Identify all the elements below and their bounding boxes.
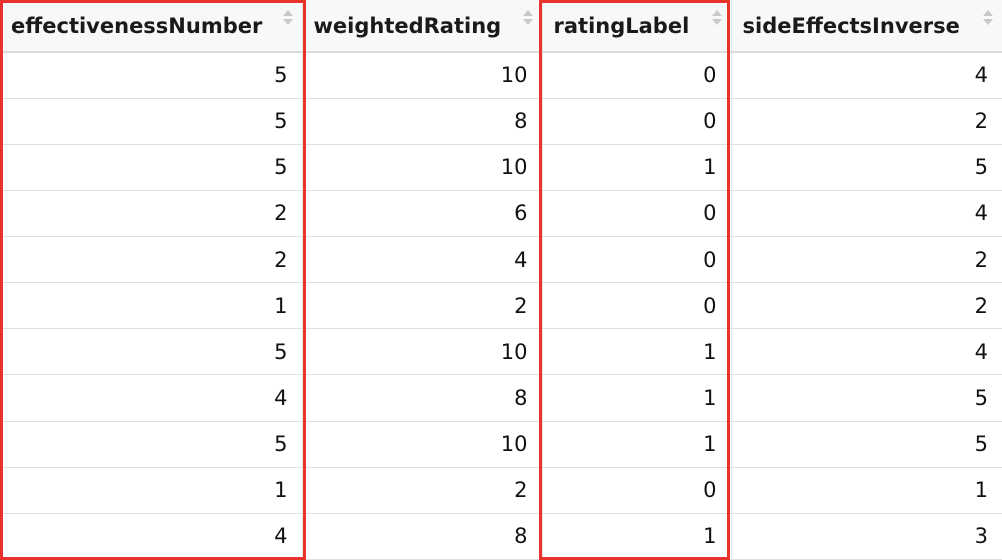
cell-effectivenessNumber: 2 <box>0 236 303 284</box>
column-header-label: sideEffectsInverse <box>742 14 960 38</box>
cell-ratingLabel: 0 <box>542 282 732 330</box>
cell-sideEffectsInverse: 5 <box>731 374 1002 422</box>
cell-ratingLabel: 0 <box>542 467 732 514</box>
table-header: effectivenessNumber weightedRating ratingL… <box>0 0 1002 53</box>
cell-weightedRating: 8 <box>302 98 543 145</box>
table-row: 5 10 1 5 <box>0 144 1002 191</box>
cell-weightedRating: 10 <box>302 52 543 99</box>
cell-ratingLabel: 0 <box>542 98 732 145</box>
table-row: 5 10 1 5 <box>0 421 1002 468</box>
cell-effectivenessNumber: 5 <box>0 421 303 468</box>
table-row: 5 10 0 4 <box>0 52 1002 99</box>
cell-sideEffectsInverse: 5 <box>731 144 1002 191</box>
cell-ratingLabel: 0 <box>542 236 732 284</box>
cell-weightedRating: 8 <box>302 374 543 422</box>
cell-sideEffectsInverse: 2 <box>731 282 1002 330</box>
cell-ratingLabel: 1 <box>542 144 732 191</box>
table-body: 5 10 0 4 5 8 0 2 5 10 1 5 2 6 0 4 2 4 0 2 1 2 0 2 5 10 1 4 4 8 1 5 5 10 1 5… <box>0 52 1002 560</box>
cell-weightedRating: 8 <box>302 513 543 560</box>
sort-arrows-icon[interactable] <box>983 10 993 26</box>
cell-sideEffectsInverse: 4 <box>731 52 1002 99</box>
cell-weightedRating: 2 <box>302 282 543 330</box>
cell-effectivenessNumber: 5 <box>0 52 303 99</box>
cell-weightedRating: 4 <box>302 236 543 284</box>
cell-effectivenessNumber: 5 <box>0 328 303 376</box>
sort-arrows-icon[interactable] <box>522 10 533 26</box>
cell-sideEffectsInverse: 2 <box>731 98 1002 145</box>
cell-sideEffectsInverse: 2 <box>731 236 1002 284</box>
sort-arrows-icon[interactable] <box>282 10 293 26</box>
cell-effectivenessNumber: 1 <box>0 467 303 514</box>
cell-effectivenessNumber: 4 <box>0 374 303 422</box>
column-header-effectivenessNumber[interactable]: effectivenessNumber <box>0 0 303 53</box>
cell-ratingLabel: 1 <box>542 513 732 560</box>
cell-weightedRating: 10 <box>302 328 543 376</box>
column-header-label: weightedRating <box>313 14 502 38</box>
cell-weightedRating: 2 <box>302 467 543 514</box>
cell-ratingLabel: 1 <box>542 328 732 376</box>
table-row: 5 10 1 4 <box>0 328 1002 376</box>
cell-effectivenessNumber: 5 <box>0 144 303 191</box>
sort-arrows-icon[interactable] <box>711 10 722 26</box>
cell-sideEffectsInverse: 1 <box>731 467 1002 514</box>
column-header-weightedRating[interactable]: weightedRating <box>302 0 543 53</box>
cell-weightedRating: 6 <box>302 190 543 238</box>
header-row: effectivenessNumber weightedRating ratingL… <box>0 0 1002 53</box>
cell-weightedRating: 10 <box>302 421 543 468</box>
cell-ratingLabel: 1 <box>542 421 732 468</box>
cell-effectivenessNumber: 1 <box>0 282 303 330</box>
cell-weightedRating: 10 <box>302 144 543 191</box>
cell-sideEffectsInverse: 4 <box>731 328 1002 376</box>
cell-effectivenessNumber: 4 <box>0 513 303 560</box>
cell-ratingLabel: 0 <box>542 52 732 99</box>
cell-sideEffectsInverse: 5 <box>731 421 1002 468</box>
cell-effectivenessNumber: 5 <box>0 98 303 145</box>
column-header-ratingLabel[interactable]: ratingLabel <box>542 0 732 53</box>
column-header-label: ratingLabel <box>553 14 690 38</box>
cell-ratingLabel: 1 <box>542 374 732 422</box>
cell-sideEffectsInverse: 3 <box>731 513 1002 560</box>
cell-ratingLabel: 0 <box>542 190 732 238</box>
column-header-sideEffectsInverse[interactable]: sideEffectsInverse <box>731 0 1002 53</box>
cell-sideEffectsInverse: 4 <box>731 190 1002 238</box>
column-header-label: effectivenessNumber <box>11 14 263 38</box>
cell-effectivenessNumber: 2 <box>0 190 303 238</box>
